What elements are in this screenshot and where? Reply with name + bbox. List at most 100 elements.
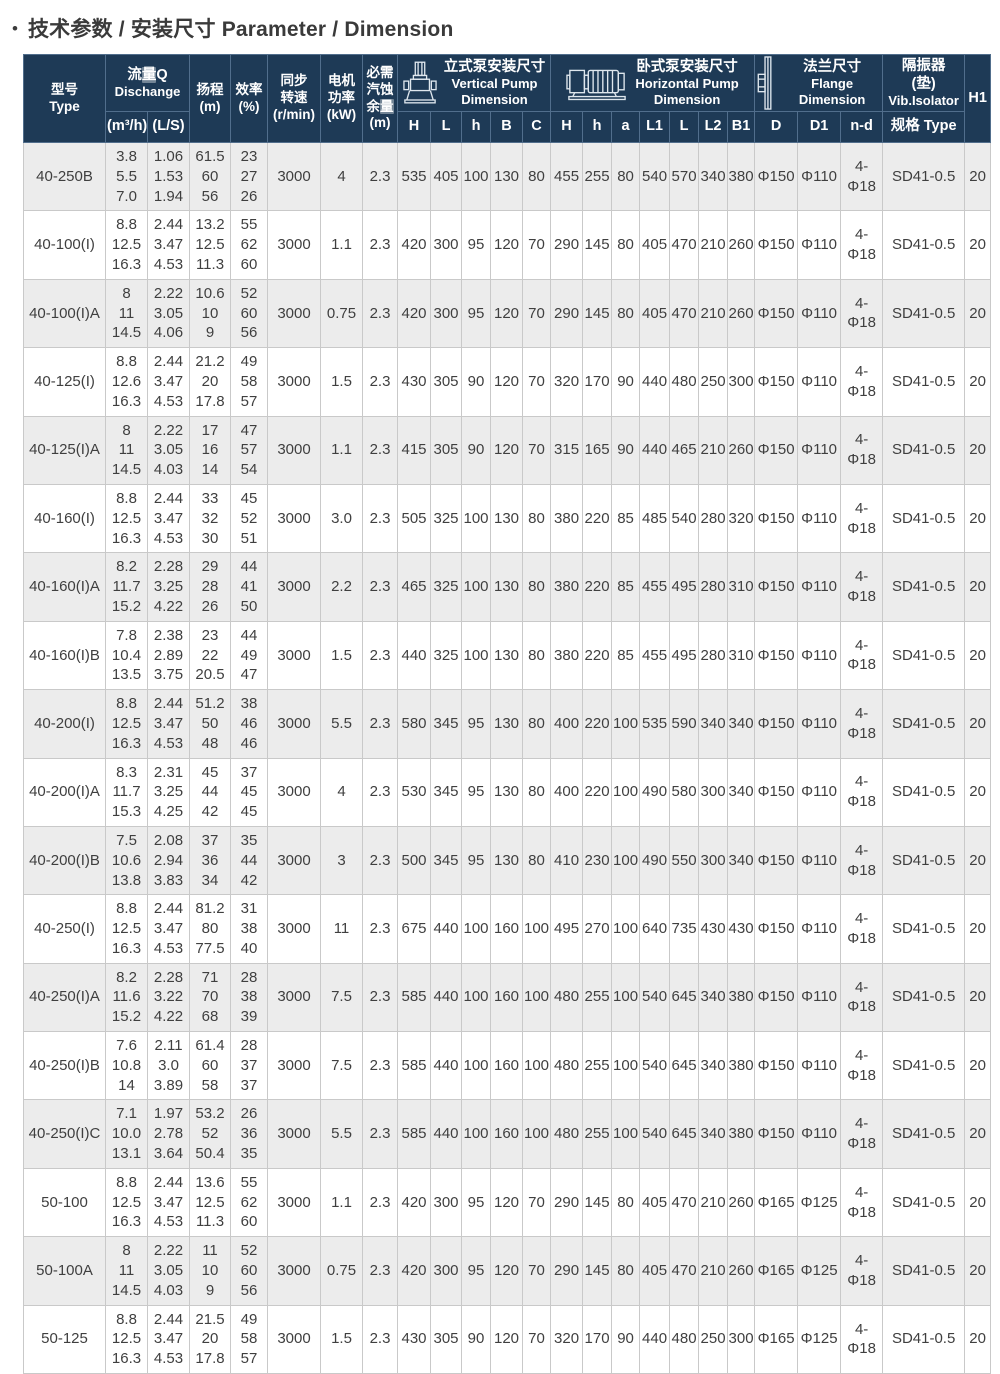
cell-h-L1: 455 bbox=[639, 552, 671, 622]
cell-npsh: 2.3 bbox=[362, 483, 398, 554]
cell-flange-nd: 4-Φ18 bbox=[840, 1031, 884, 1101]
cell-vib-type: SD41-0.5 bbox=[882, 825, 966, 896]
cell-flange-D: Φ150 bbox=[754, 962, 799, 1033]
cell-h-L: 470 bbox=[669, 1167, 700, 1238]
cell-type: 40-125(I) bbox=[23, 347, 106, 417]
cell-h-H: 320 bbox=[550, 1304, 584, 1374]
cell-power: 4 bbox=[320, 141, 363, 212]
table-row: 50-100A 8 11 14.5 2.22 3.05 4.03 11 10 9 52 … bbox=[23, 1236, 992, 1306]
cell-v-h: 90 bbox=[461, 415, 491, 485]
cell-ls: 2.38 2.89 3.75 bbox=[147, 620, 190, 691]
cell-h-a: 80 bbox=[611, 278, 641, 349]
cell-speed: 3000 bbox=[267, 1236, 321, 1306]
cell-flange-nd: 4-Φ18 bbox=[840, 825, 884, 896]
cell-vib-type: SD41-0.5 bbox=[882, 141, 966, 212]
cell-npsh: 2.3 bbox=[362, 825, 398, 896]
header-m3h: (m³/h) bbox=[105, 111, 148, 143]
cell-h-h: 220 bbox=[582, 689, 613, 759]
cell-npsh: 2.3 bbox=[362, 894, 398, 964]
cell-type: 40-100(I) bbox=[23, 210, 106, 280]
cell-m3h: 7.5 10.6 13.8 bbox=[105, 825, 148, 896]
cell-h-B1: 340 bbox=[727, 689, 756, 759]
cell-v-B: 120 bbox=[490, 210, 523, 280]
header-h-h: h bbox=[582, 111, 613, 143]
cell-v-B: 130 bbox=[490, 689, 523, 759]
cell-power: 1.5 bbox=[320, 620, 363, 691]
cell-head: 61.5 60 56 bbox=[189, 141, 231, 212]
cell-ls: 2.44 3.47 4.53 bbox=[147, 689, 190, 759]
cell-npsh: 2.3 bbox=[362, 210, 398, 280]
cell-v-h: 95 bbox=[461, 1236, 491, 1306]
cell-head: 61.4 60 58 bbox=[189, 1031, 231, 1101]
cell-v-C: 70 bbox=[521, 1304, 552, 1374]
cell-v-h: 100 bbox=[461, 894, 491, 964]
flange-icon bbox=[757, 56, 772, 110]
cell-v-C: 80 bbox=[521, 141, 552, 212]
cell-head: 29 28 26 bbox=[189, 552, 231, 622]
cell-speed: 3000 bbox=[267, 210, 321, 280]
cell-flange-D: Φ165 bbox=[754, 1167, 799, 1238]
cell-h-H: 380 bbox=[550, 552, 584, 622]
cell-flange-D1: Φ110 bbox=[797, 552, 842, 622]
table-row: 40-125(I)A 8 11 14.5 2.22 3.05 4.03 17 16 1… bbox=[23, 415, 992, 485]
cell-flange-nd: 4-Φ18 bbox=[840, 141, 884, 212]
cell-h-a: 100 bbox=[611, 1031, 641, 1101]
cell-h-B1: 260 bbox=[727, 1167, 756, 1238]
cell-speed: 3000 bbox=[267, 689, 321, 759]
cell-head: 53.2 52 50.4 bbox=[189, 1099, 231, 1169]
cell-h-h: 255 bbox=[582, 1031, 613, 1101]
cell-flange-D: Φ150 bbox=[754, 141, 799, 212]
cell-flange-D: Φ150 bbox=[754, 825, 799, 896]
cell-v-C: 80 bbox=[521, 757, 552, 827]
cell-h-L2: 340 bbox=[698, 962, 729, 1033]
cell-flange-D: Φ150 bbox=[754, 620, 799, 691]
cell-v-C: 70 bbox=[521, 415, 552, 485]
cell-npsh: 2.3 bbox=[362, 1304, 398, 1374]
cell-v-B: 160 bbox=[490, 962, 523, 1033]
cell-efficiency: 23 27 26 bbox=[230, 141, 268, 212]
cell-ls: 2.44 3.47 4.53 bbox=[147, 1167, 190, 1238]
cell-power: 2.2 bbox=[320, 552, 363, 622]
cell-ls: 2.44 3.47 4.53 bbox=[147, 210, 190, 280]
cell-power: 1.1 bbox=[320, 210, 363, 280]
cell-v-H: 420 bbox=[397, 210, 431, 280]
cell-m3h: 3.8 5.5 7.0 bbox=[105, 141, 148, 212]
cell-h-L1: 540 bbox=[639, 1031, 671, 1101]
cell-h-H: 400 bbox=[550, 757, 584, 827]
cell-type: 50-100 bbox=[23, 1167, 106, 1238]
cell-h-B1: 310 bbox=[727, 620, 756, 691]
cell-ls: 2.28 3.22 4.22 bbox=[147, 962, 190, 1033]
cell-speed: 3000 bbox=[267, 347, 321, 417]
header-speed: 同步 转速 (r/min) bbox=[267, 54, 321, 143]
cell-h-L2: 250 bbox=[698, 1304, 729, 1374]
cell-flange-D1: Φ110 bbox=[797, 1099, 842, 1169]
cell-v-h: 95 bbox=[461, 210, 491, 280]
cell-type: 40-250B bbox=[23, 141, 106, 212]
cell-speed: 3000 bbox=[267, 415, 321, 485]
cell-flange-nd: 4-Φ18 bbox=[840, 689, 884, 759]
cell-h-L1: 440 bbox=[639, 347, 671, 417]
cell-head: 33 32 30 bbox=[189, 483, 231, 554]
cell-v-H: 430 bbox=[397, 1304, 431, 1374]
cell-ls: 2.44 3.47 4.53 bbox=[147, 483, 190, 554]
cell-h1: 20 bbox=[964, 757, 992, 827]
cell-v-B: 160 bbox=[490, 1099, 523, 1169]
header-flange-D1: D1 bbox=[797, 111, 842, 143]
cell-v-B: 130 bbox=[490, 141, 523, 212]
cell-head: 17 16 14 bbox=[189, 415, 231, 485]
cell-h-L2: 300 bbox=[698, 825, 729, 896]
cell-flange-D1: Φ110 bbox=[797, 620, 842, 691]
cell-v-B: 120 bbox=[490, 347, 523, 417]
cell-h-a: 85 bbox=[611, 552, 641, 622]
cell-v-B: 130 bbox=[490, 825, 523, 896]
header-v-B: B bbox=[490, 111, 523, 143]
cell-flange-nd: 4-Φ18 bbox=[840, 278, 884, 349]
cell-v-L: 305 bbox=[430, 415, 462, 485]
cell-h-a: 100 bbox=[611, 757, 641, 827]
cell-v-H: 530 bbox=[397, 757, 431, 827]
cell-h-h: 220 bbox=[582, 483, 613, 554]
cell-h-H: 480 bbox=[550, 1031, 584, 1101]
cell-efficiency: 45 52 51 bbox=[230, 483, 268, 554]
cell-power: 3.0 bbox=[320, 483, 363, 554]
parameter-table: 型号 Type 流量Q Dischange 扬程 (m) 效率 (%) 同步 转… bbox=[23, 54, 992, 1374]
